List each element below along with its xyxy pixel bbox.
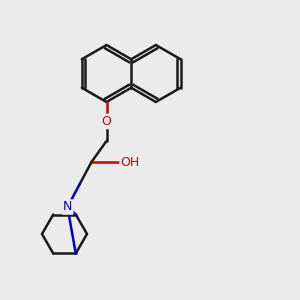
Text: OH: OH (120, 155, 139, 169)
Text: N: N (63, 200, 72, 214)
Text: O: O (102, 115, 111, 128)
